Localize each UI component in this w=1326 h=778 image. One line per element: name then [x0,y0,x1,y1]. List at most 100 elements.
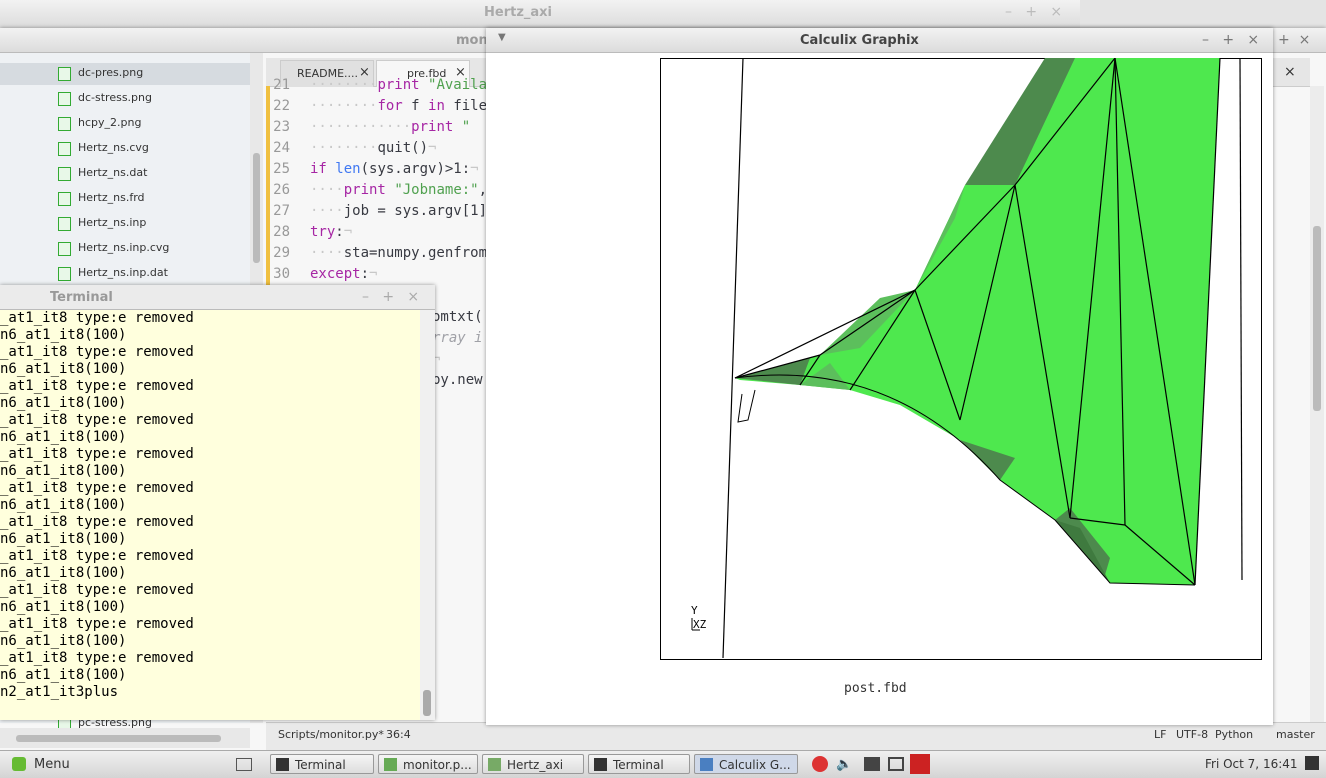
file-item[interactable]: Hertz_ns.inp [58,216,147,236]
code-line: ····print "Jobname:", [310,182,487,198]
code-token: print [411,119,454,135]
code-fragment: py.new [432,372,483,388]
task-button[interactable]: monitor.p... [378,754,478,774]
code-token: ········ [310,98,378,114]
code-fragment: ¬ [432,351,441,367]
menu-button[interactable]: Menu [34,757,70,772]
code-token: : [360,266,370,282]
window-controls[interactable]: – + × [1005,4,1063,20]
file-item[interactable]: Hertz_ns.dat [58,166,147,186]
file-name: Hertz_ns.inp [78,216,147,229]
file-item[interactable]: dc-pres.png [58,66,144,86]
status-branch[interactable]: master [1276,728,1315,741]
file-icon [58,167,71,181]
viewport[interactable]: Y XZ [660,58,1263,661]
file-name: Hertz_ns.inp.dat [78,266,168,279]
file-item[interactable]: Hertz_ns.frd [58,191,145,211]
tab-close[interactable]: × [359,65,370,80]
file-item[interactable]: dc-stress.png [58,91,152,111]
code-fragment: omtxt( [432,309,483,325]
status-bar: Scripts/monitor.py* 36:4 LF UTF-8 Python… [266,722,1326,751]
tray-icon[interactable] [812,756,828,772]
terminal-line: _at1_it8 type:e removed [0,480,194,496]
terminal-line: _at1_it8 type:e removed [0,582,194,598]
tray-icon[interactable]: 🔈 [836,757,853,772]
terminal-line: _at1_it8 type:e removed [0,514,194,530]
file-icon [58,267,71,281]
code-token: job = sys.argv[1] [343,203,488,219]
window-controls[interactable]: – + × [362,289,420,305]
window-title: Calculix Graphix [800,33,919,48]
clock[interactable]: Fri Oct 7, 16:41 [1205,757,1298,771]
code-token: ···· [310,182,344,198]
status-eol[interactable]: LF [1154,728,1167,741]
task-button[interactable]: Calculix G... [694,754,798,774]
task-icon [700,758,713,771]
code-token: in [428,98,445,114]
tab-close[interactable]: × [1284,64,1296,80]
terminal-line: _at1_it8 type:e removed [0,650,194,666]
code-line: ········for f in file [310,98,487,114]
file-item[interactable]: Hertz_ns.inp.dat [58,266,168,286]
status-language[interactable]: Python [1215,728,1254,741]
tree-hscroll[interactable] [0,728,250,748]
code-token: "Availa [419,77,488,93]
tab-label: README.... [297,67,359,80]
show-desktop[interactable] [236,758,252,771]
code-token: ¬ [369,266,378,282]
terminal-line: n6_at1_it8(100) [0,361,127,377]
code-token: "Jobname:" [394,182,479,198]
tray-icon[interactable] [1305,756,1319,770]
editor-scrollbar[interactable] [1310,86,1324,726]
window-controls[interactable]: – + × [1202,32,1260,48]
file-item[interactable]: hcpy_2.png [58,116,141,136]
terminal-line: n6_at1_it8(100) [0,599,127,615]
window-controls[interactable]: + × [1278,32,1311,48]
tab-label: pre.fbd [407,67,447,80]
code-token: : [335,224,344,240]
line-number: 22 [273,98,290,114]
status-encoding[interactable]: UTF-8 [1176,728,1209,741]
code-token: ········ [310,77,378,93]
file-item[interactable]: Hertz_ns.inp.cvg [58,241,170,261]
code-line: ····sta=numpy.genfrom [310,245,487,261]
menu-icon[interactable] [12,757,26,771]
file-name: Hertz_ns.inp.cvg [78,241,170,254]
task-label: Hertz_axi [507,758,564,772]
code-token: print [343,182,386,198]
terminal-line: n6_at1_it8(100) [0,497,127,513]
graphix-window: ▼ Calculix Graphix – + × Y XZ post.fbd [486,28,1273,725]
line-number: 24 [273,140,290,156]
editor-tab[interactable]: pre.fbd × [376,60,470,87]
code-line: ····job = sys.argv[1] [310,203,487,219]
line-number: 23 [273,119,290,135]
tab-close[interactable]: × [455,65,466,80]
task-label: Terminal [295,758,346,772]
code-line: except:¬ [310,266,377,282]
task-button[interactable]: Hertz_axi [482,754,584,774]
gutter-mark [266,86,270,286]
file-name: dc-pres.png [78,66,144,79]
code-token: " [453,119,471,135]
editor-tab[interactable]: README.... × [280,60,374,87]
file-icon [58,67,71,81]
window-title: mon [456,33,488,48]
code-token: for [377,98,403,114]
terminal-line: _at1_it8 type:e removed [0,310,194,326]
window-title: Hertz_axi [484,5,553,20]
terminal-line: n6_at1_it8(100) [0,395,127,411]
tray-icon[interactable] [888,757,904,771]
desktop-strip [1080,0,1326,28]
tray-icon[interactable] [910,754,930,774]
taskbar: Menu Terminal monitor.p... Hertz_axi Termin… [0,750,1326,778]
code-token: quit() [377,140,429,156]
code-token: (sys.argv)>1: [360,161,471,177]
task-button[interactable]: Terminal [588,754,690,774]
terminal-window: Terminal – + × _at1_it8 type:e removed n6… [0,285,435,720]
file-name: dc-stress.png [78,91,152,104]
task-button[interactable]: Terminal [270,754,374,774]
file-item[interactable]: Hertz_ns.cvg [58,141,149,161]
tray-icon[interactable] [864,757,880,771]
terminal-scrollbar[interactable] [420,310,435,720]
